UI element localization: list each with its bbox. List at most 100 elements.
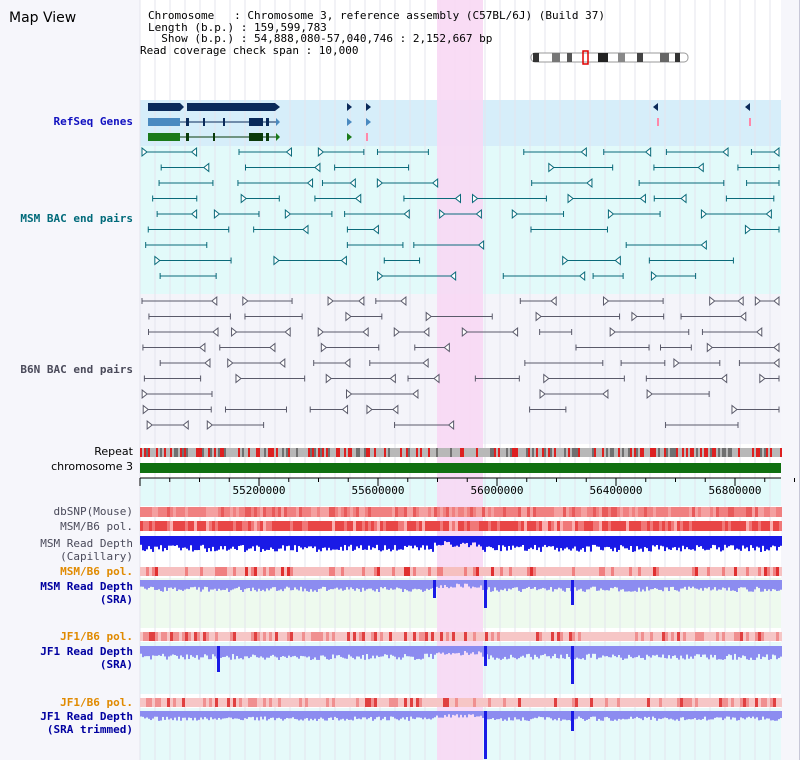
- depth-bar: [624, 646, 626, 659]
- track-label-chromosome[interactable]: chromosome 3: [51, 460, 133, 473]
- depth-bar: [414, 646, 416, 660]
- heat-cell: [323, 567, 326, 576]
- heat-cell: [182, 507, 185, 517]
- track-label-b6n-bac[interactable]: B6N BAC end pairs: [20, 363, 133, 376]
- heat-cell: [434, 521, 437, 531]
- b6n-bac-end-pairs-glyphs[interactable]: [141, 295, 780, 431]
- heat-cell: [596, 567, 599, 576]
- heat-cell: [149, 698, 152, 707]
- track-label-jf1-depth-trim[interactable]: JF1 Read Depth: [40, 710, 133, 723]
- depth-bar: [542, 646, 544, 655]
- heat-cell: [608, 521, 611, 531]
- repeat-element: [674, 448, 676, 457]
- track-label-msm-depth-sra[interactable]: MSM Read Depth: [40, 580, 133, 593]
- track-label-jf1-b6-pol[interactable]: JF1/B6 pol.: [60, 630, 133, 643]
- bac-end-marker: [447, 419, 455, 431]
- depth-bar: [286, 580, 288, 587]
- polymorphism-heat-tracks[interactable]: [140, 507, 782, 707]
- chromosome-bar[interactable]: [140, 463, 781, 473]
- depth-bar: [762, 536, 764, 546]
- track-label-msm-depth-cap[interactable]: MSM Read Depth: [40, 537, 133, 550]
- track-label-repeat[interactable]: Repeat: [94, 445, 133, 458]
- repeat-element: [618, 448, 620, 457]
- heat-cell: [380, 698, 383, 707]
- repeat-element: [576, 448, 578, 457]
- repeat-element: [268, 448, 270, 457]
- refseq-genes-glyphs[interactable]: [148, 103, 751, 141]
- depth-bar: [458, 536, 460, 547]
- track-label-refseq[interactable]: RefSeq Genes: [53, 115, 133, 128]
- bac-end-marker: [607, 208, 615, 220]
- depth-bar: [564, 646, 566, 659]
- msm-bac-end-pairs-glyphs[interactable]: [141, 146, 780, 282]
- depth-bar: [732, 646, 734, 660]
- heat-cell: [341, 567, 344, 576]
- bac-end-marker: [449, 270, 457, 282]
- depth-bar: [776, 646, 778, 660]
- depth-bar: [482, 580, 484, 591]
- heat-cell: [656, 698, 659, 707]
- repeat-element: [350, 448, 352, 457]
- heat-cell: [704, 632, 707, 641]
- depth-bar: [758, 646, 760, 655]
- read-depth-tracks[interactable]: [140, 536, 782, 759]
- depth-bar: [196, 711, 198, 721]
- repeat-track-bar[interactable]: [140, 448, 782, 457]
- depth-bar: [596, 711, 598, 721]
- depth-bar: [586, 646, 588, 655]
- repeat-element: [180, 448, 182, 457]
- heat-cell: [371, 698, 374, 707]
- heat-cell: [719, 507, 722, 517]
- heat-cell: [212, 521, 215, 531]
- heat-cell: [140, 507, 143, 517]
- heat-cell: [476, 632, 479, 641]
- heat-cell: [578, 632, 581, 641]
- track-label-jf1-b6-pol-2[interactable]: JF1/B6 pol.: [60, 696, 133, 709]
- depth-bar: [252, 711, 254, 717]
- depth-bar: [314, 646, 316, 658]
- heat-cell: [236, 507, 239, 517]
- depth-bar: [364, 646, 366, 660]
- depth-bar: [510, 711, 512, 721]
- depth-bar: [524, 711, 526, 721]
- track-label-msm-bac[interactable]: MSM BAC end pairs: [20, 212, 133, 225]
- track-label-dbsnp[interactable]: dbSNP(Mouse): [53, 505, 133, 518]
- track-label-msm-b6-pol-2[interactable]: MSM/B6 pol.: [60, 565, 133, 578]
- depth-bar: [524, 580, 526, 589]
- heat-cell: [458, 567, 461, 576]
- depth-bar: [486, 536, 488, 547]
- chromosome-ideogram[interactable]: [530, 50, 689, 65]
- depth-bar: [468, 711, 470, 715]
- depth-bar: [434, 711, 436, 718]
- axis-tick-label: 56800000: [708, 484, 762, 497]
- depth-bar: [724, 646, 726, 660]
- heat-cell: [407, 507, 410, 517]
- depth-bar: [358, 711, 360, 719]
- heat-cell: [671, 521, 674, 531]
- depth-bar: [394, 646, 396, 657]
- heat-cell: [575, 521, 578, 531]
- heat-cell: [245, 698, 248, 707]
- depth-bar: [250, 711, 252, 718]
- depth-bar: [362, 536, 364, 550]
- heat-cell: [542, 698, 545, 707]
- heat-cell: [350, 521, 353, 531]
- depth-bar: [696, 536, 698, 546]
- heat-cell: [179, 698, 182, 707]
- depth-bar: [496, 646, 498, 658]
- repeat-element: [258, 448, 260, 457]
- heat-cell: [707, 521, 710, 531]
- heat-cell: [230, 567, 233, 576]
- track-label-jf1-depth-sra[interactable]: JF1 Read Depth: [40, 645, 133, 658]
- depth-bar: [222, 580, 224, 590]
- depth-bar: [780, 646, 782, 657]
- heat-cell: [563, 698, 566, 707]
- depth-bar: [594, 580, 596, 587]
- depth-bar: [206, 646, 208, 656]
- depth-bar: [186, 646, 188, 655]
- heat-cell: [416, 698, 419, 707]
- track-label-msm-b6-pol[interactable]: MSM/B6 pol.: [60, 520, 133, 533]
- heat-cell: [395, 698, 398, 707]
- depth-bar: [312, 580, 314, 592]
